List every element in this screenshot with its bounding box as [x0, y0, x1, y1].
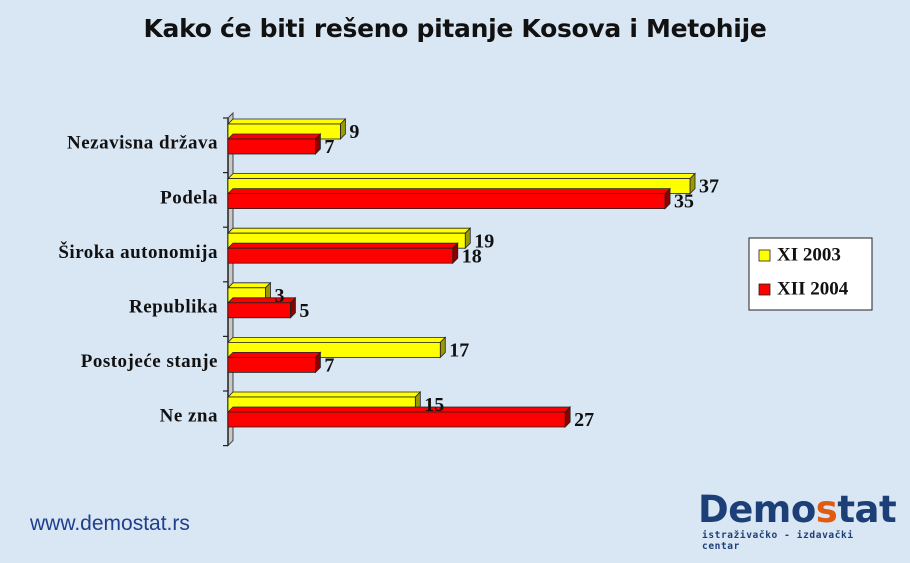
category-label: Republika: [129, 296, 218, 317]
category-label: Postojeće stanje: [81, 351, 218, 372]
data-label: 15: [424, 394, 444, 416]
data-label: 7: [324, 354, 334, 376]
logo-text-post: tat: [837, 488, 897, 531]
category-label: Ne zna: [160, 406, 218, 427]
data-label: 19: [474, 230, 494, 252]
data-label: 3: [274, 285, 284, 307]
legend-label: XI 2003: [777, 244, 841, 265]
data-label: 37: [699, 176, 719, 198]
bar: [227, 406, 572, 428]
data-label: 5: [299, 300, 309, 322]
logo-tagline: istraživačko - izdavački centar: [702, 530, 854, 552]
demostat-logo: Demostat istraživačko - izdavački centar: [698, 488, 897, 553]
bar: [227, 296, 297, 319]
bar: [227, 242, 459, 265]
legend-swatch: [758, 249, 771, 262]
chart-title: Kako će biti rešeno pitanje Kosova i Met…: [143, 14, 767, 43]
data-label: 27: [574, 409, 594, 431]
data-label: 7: [324, 136, 334, 158]
data-label: 35: [674, 191, 694, 213]
logo-text-highlight: s: [815, 488, 838, 531]
bar: [227, 351, 322, 374]
category-label: Nezavisna država: [67, 133, 218, 154]
data-label: 17: [449, 339, 469, 361]
category-label: Široka autonomija: [58, 241, 218, 263]
website-url[interactable]: www.demostat.rs: [30, 512, 190, 535]
data-label: 9: [349, 121, 359, 143]
logo-text-pre: Demo: [698, 488, 816, 531]
data-label: 18: [462, 245, 482, 267]
legend-label: XII 2004: [777, 278, 849, 299]
bars: [227, 118, 696, 428]
legend: XI 2003 XII 2004: [748, 237, 873, 311]
bar: [227, 133, 322, 155]
category-label: Podela: [160, 187, 218, 208]
bar: [227, 187, 671, 210]
legend-swatch: [758, 283, 771, 296]
